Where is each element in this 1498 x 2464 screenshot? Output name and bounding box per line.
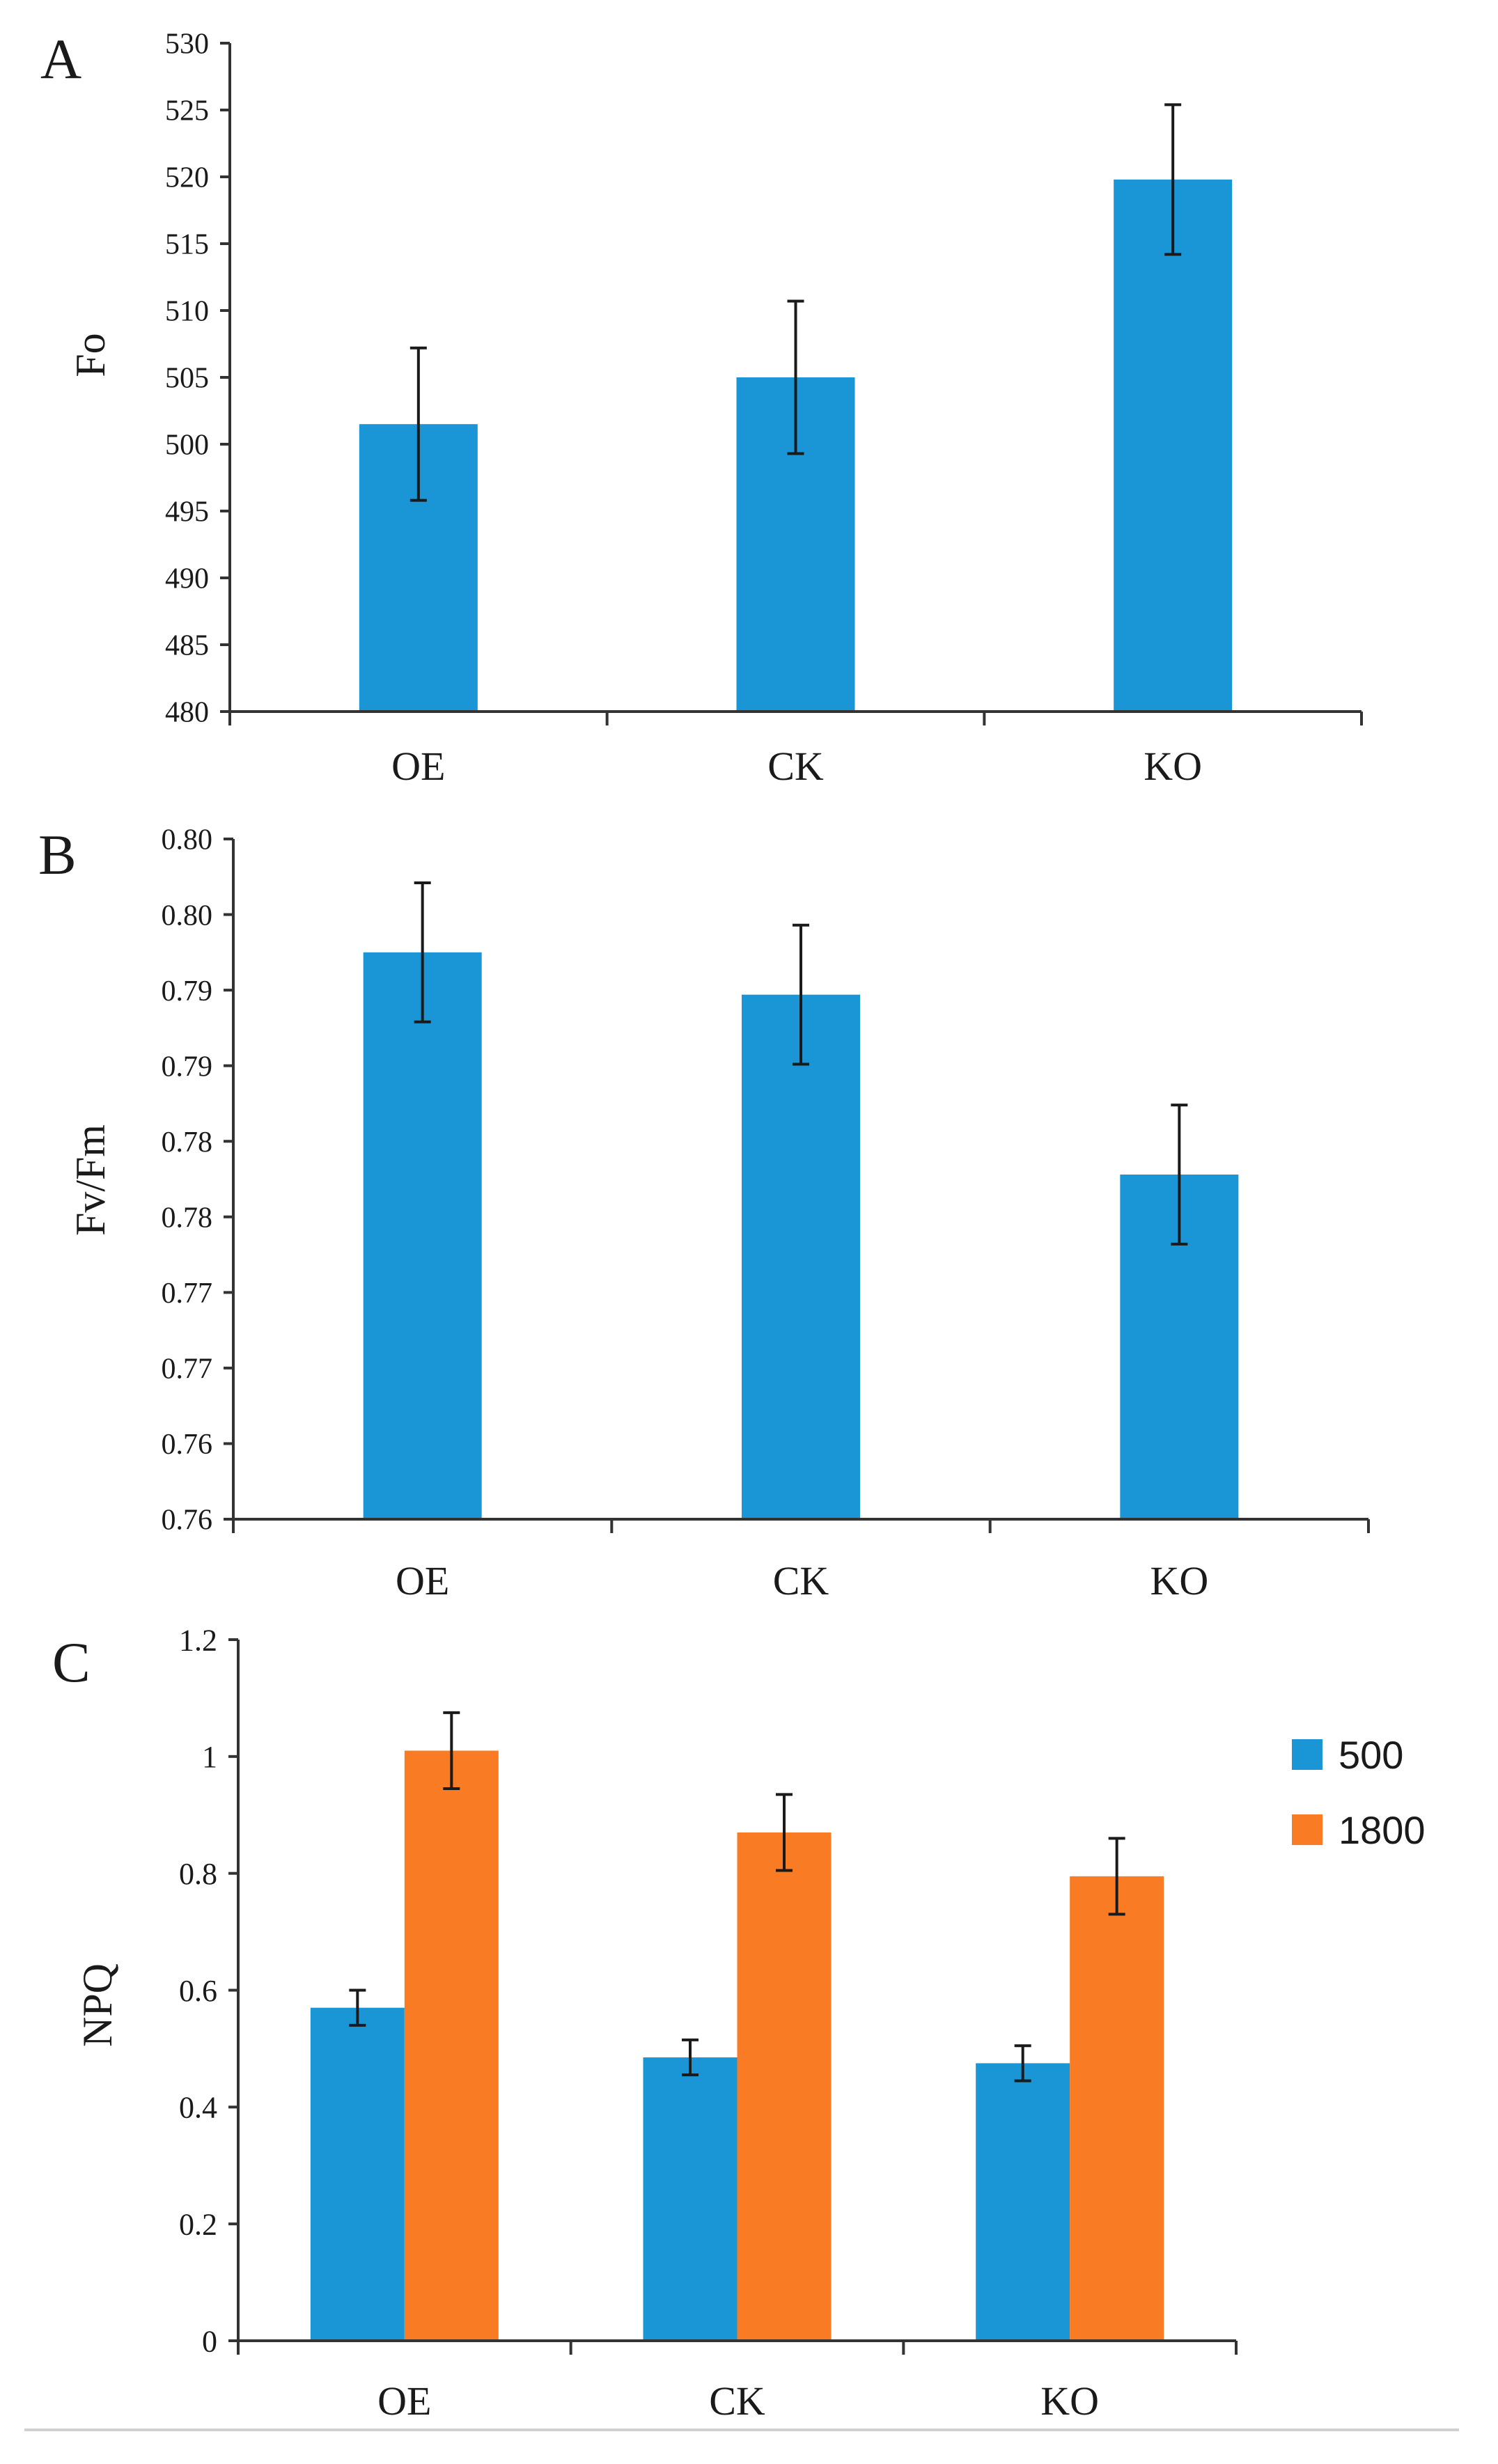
y-tick-label: 0 xyxy=(202,2324,217,2358)
panel-a-letter: A xyxy=(40,27,81,91)
y-tick-label: 1.2 xyxy=(179,1623,217,1657)
panel-c-x-ticks: OE CK KO xyxy=(237,2341,1238,2424)
y-tick-label: 515 xyxy=(165,229,209,261)
y-tick-label: 0.79 xyxy=(162,1051,213,1083)
category-label: KO xyxy=(1144,744,1202,789)
bar-500-ck xyxy=(643,2057,738,2341)
y-tick-label: 520 xyxy=(165,162,209,194)
legend-swatch-500 xyxy=(1292,1739,1323,1770)
category-label: OE xyxy=(396,1558,449,1603)
bar-fo-ko xyxy=(1114,179,1233,712)
y-tick-label: 0.78 xyxy=(162,1127,213,1159)
panel-b-y-axis-title: Fv/Fm xyxy=(68,1124,114,1236)
panel-a-bars xyxy=(359,179,1233,712)
legend-label-1800: 1800 xyxy=(1339,1808,1426,1852)
panel-b-fvfm-chart: B Fv/Fm 0.76 0.76 0.77 0.77 0.78 0.78 0.79 0.79… xyxy=(38,823,1370,1603)
y-tick-label: 500 xyxy=(165,430,209,462)
panel-c-y-ticks: 0 0.2 0.4 0.6 0.8 1 1.2 xyxy=(179,1623,238,2358)
bar-fvfm-oe xyxy=(363,952,482,1519)
legend-swatch-1800 xyxy=(1292,1814,1323,1845)
y-tick-label: 480 xyxy=(165,697,209,729)
y-tick-label: 0.80 xyxy=(162,900,213,932)
bar-1800-ck xyxy=(737,1832,832,2341)
category-label: OE xyxy=(377,2378,431,2424)
bar-1800-oe xyxy=(404,1750,499,2341)
y-tick-label: 485 xyxy=(165,630,209,662)
panel-a-error-bars xyxy=(409,103,1182,502)
panel-b-y-ticks: 0.76 0.76 0.77 0.77 0.78 0.78 0.79 0.79 0.80 0.80 xyxy=(162,824,233,1537)
panel-a-fo-chart: A Fo 480 485 490 495 500 505 510 515 520 525 530 O… xyxy=(40,27,1363,789)
legend-label-500: 500 xyxy=(1339,1733,1403,1777)
panel-b-error-bars xyxy=(414,881,1188,1246)
y-tick-label: 505 xyxy=(165,363,209,395)
panel-c-y-axis-title: NPQ xyxy=(75,1963,120,2047)
y-tick-label: 510 xyxy=(165,296,209,328)
y-tick-label: 0.2 xyxy=(179,2208,217,2242)
panel-c-error-bars xyxy=(349,1711,1125,2082)
y-tick-label: 0.78 xyxy=(162,1202,213,1234)
category-label: CK xyxy=(709,2378,765,2424)
bar-1800-ko xyxy=(1070,1876,1164,2341)
y-tick-label: 1 xyxy=(202,1740,217,1774)
panel-a-x-ticks: OE CK KO xyxy=(228,712,1363,789)
y-tick-label: 0.4 xyxy=(179,2091,217,2125)
panel-b-x-ticks: OE CK KO xyxy=(232,1519,1370,1603)
y-tick-label: 525 xyxy=(165,95,209,127)
panel-b-bars xyxy=(363,952,1239,1519)
y-tick-label: 495 xyxy=(165,496,209,528)
panel-c-letter: C xyxy=(52,1631,91,1694)
category-label: CK xyxy=(767,744,824,789)
panel-b-letter: B xyxy=(38,823,77,886)
y-tick-label: 0.77 xyxy=(162,1353,213,1386)
category-label: KO xyxy=(1150,1558,1208,1603)
y-tick-label: 530 xyxy=(165,29,209,61)
category-label: OE xyxy=(391,744,445,789)
y-tick-label: 0.79 xyxy=(162,975,213,1007)
panel-a-y-axis-title: Fo xyxy=(68,333,114,377)
category-label: CK xyxy=(773,1558,829,1603)
panel-c-npq-chart: C NPQ 0 0.2 0.4 0.6 0.8 1 1.2 OE CK KO 500 1800 xyxy=(52,1623,1426,2424)
bar-fvfm-ck xyxy=(742,994,860,1519)
y-tick-label: 0.6 xyxy=(179,1974,217,2008)
y-tick-label: 0.8 xyxy=(179,1857,217,1891)
panel-a-y-ticks: 480 485 490 495 500 505 510 515 520 525 530 xyxy=(165,29,230,729)
y-tick-label: 490 xyxy=(165,563,209,595)
y-tick-label: 0.77 xyxy=(162,1278,213,1310)
category-label: KO xyxy=(1040,2378,1099,2424)
y-tick-label: 0.80 xyxy=(162,824,213,856)
bar-500-ko xyxy=(976,2063,1070,2341)
panel-c-legend: 500 1800 xyxy=(1292,1733,1426,1852)
bar-500-oe xyxy=(310,2007,405,2341)
y-tick-label: 0.76 xyxy=(162,1505,213,1537)
y-tick-label: 0.76 xyxy=(162,1429,213,1461)
panel-c-bars xyxy=(310,1750,1164,2341)
